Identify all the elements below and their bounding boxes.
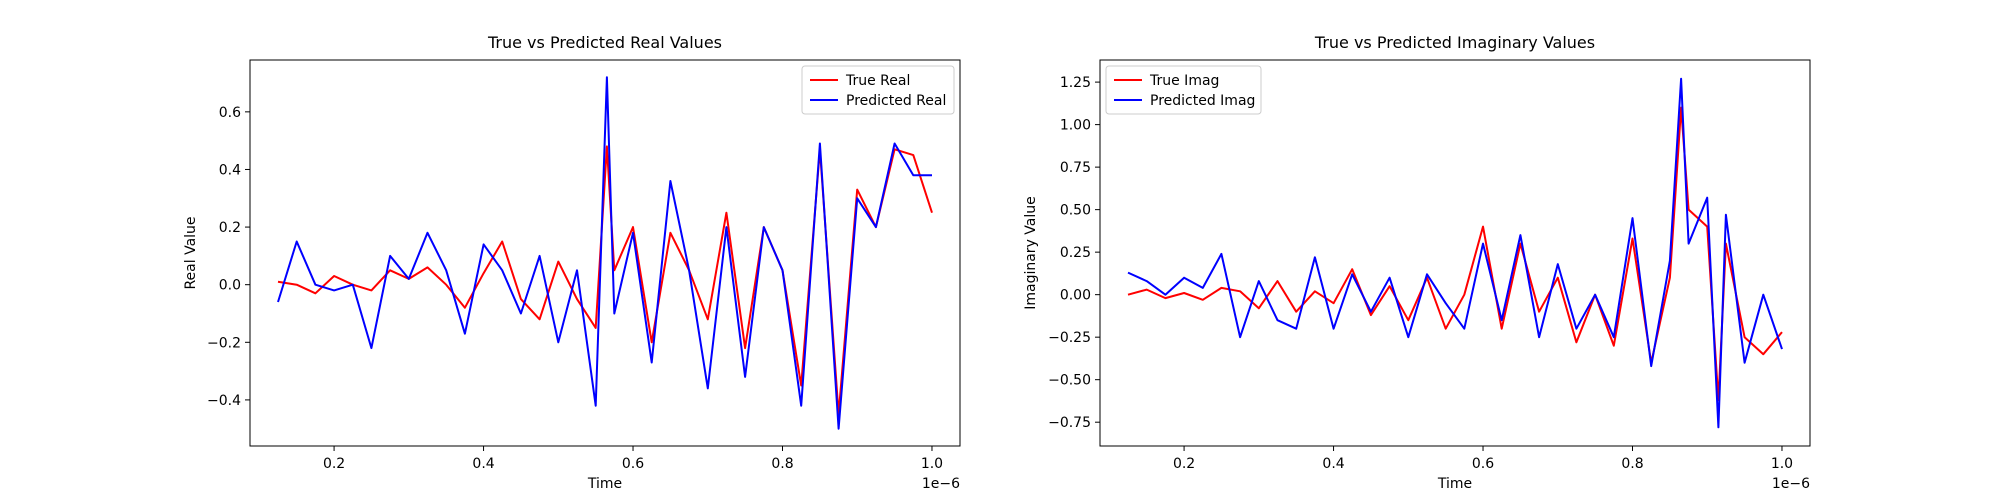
series-line-true	[1127, 106, 1783, 402]
y-tick-label: 1.00	[1060, 118, 1091, 134]
x-tick-label: 1.0	[921, 456, 943, 472]
x-tick-label: 0.6	[1472, 456, 1494, 472]
legend-label: True Imag	[1149, 73, 1219, 89]
chart-title: True vs Predicted Real Values	[487, 33, 722, 52]
chart-panel-2: True vs Predicted Imaginary Values 0.2 0.4…	[1023, 33, 1811, 492]
y-tick-label: 1.25	[1060, 75, 1091, 91]
chart-panel-1: True vs Predicted Real Values 0.2 0.4 0.6 0.…	[183, 33, 961, 492]
series-line-predicted	[277, 76, 932, 430]
legend: True Real Predicted Real	[801, 65, 955, 115]
y-tick-label: −0.4	[207, 393, 241, 409]
y-tick-label: 0.00	[1060, 288, 1091, 304]
y-tick-label: 0.50	[1060, 203, 1091, 219]
legend-label: Predicted Imag	[1150, 93, 1255, 109]
y-tick-label: −0.2	[207, 335, 241, 351]
x-tick-label: 0.6	[622, 456, 644, 472]
y-tick-label: 0.25	[1060, 245, 1091, 261]
y-tick-label: 0.75	[1060, 160, 1091, 176]
legend-box	[801, 65, 955, 115]
x-tick-label: 0.4	[1322, 456, 1344, 472]
y-tick-label: −0.25	[1048, 330, 1091, 346]
x-tick-label: 0.8	[1621, 456, 1643, 472]
x-tick-label: 0.2	[1173, 456, 1195, 472]
x-offset-text: 1e−6	[1772, 476, 1810, 492]
x-tick-label: 0.8	[771, 456, 793, 472]
x-axis-label: Time	[1437, 476, 1472, 492]
y-tick-label: 0.6	[219, 105, 241, 121]
legend-label: Predicted Real	[846, 93, 946, 109]
y-tick-label: −0.50	[1048, 373, 1091, 389]
legend-box	[1105, 65, 1262, 115]
plot-area-frame	[1099, 59, 1811, 447]
y-tick-label: 0.4	[219, 162, 241, 178]
legend-label: True Real	[845, 73, 910, 89]
x-tick-label: 0.4	[472, 456, 494, 472]
chart-title: True vs Predicted Imaginary Values	[1314, 33, 1595, 52]
y-axis-label: Real Value	[183, 216, 199, 289]
x-axis-label: Time	[587, 476, 622, 492]
y-tick-label: 0.0	[219, 278, 241, 294]
x-tick-label: 1.0	[1771, 456, 1793, 472]
y-axis-label: Imaginary Value	[1023, 196, 1039, 310]
y-tick-label: −0.75	[1048, 415, 1091, 431]
y-tick-label: 0.2	[219, 220, 241, 236]
x-offset-text: 1e−6	[922, 476, 960, 492]
x-tick-label: 0.2	[323, 456, 345, 472]
series-line-true	[277, 145, 933, 416]
series-line-predicted	[1127, 77, 1783, 429]
legend: True Imag Predicted Imag	[1105, 65, 1262, 115]
plot-area-frame	[249, 59, 961, 447]
